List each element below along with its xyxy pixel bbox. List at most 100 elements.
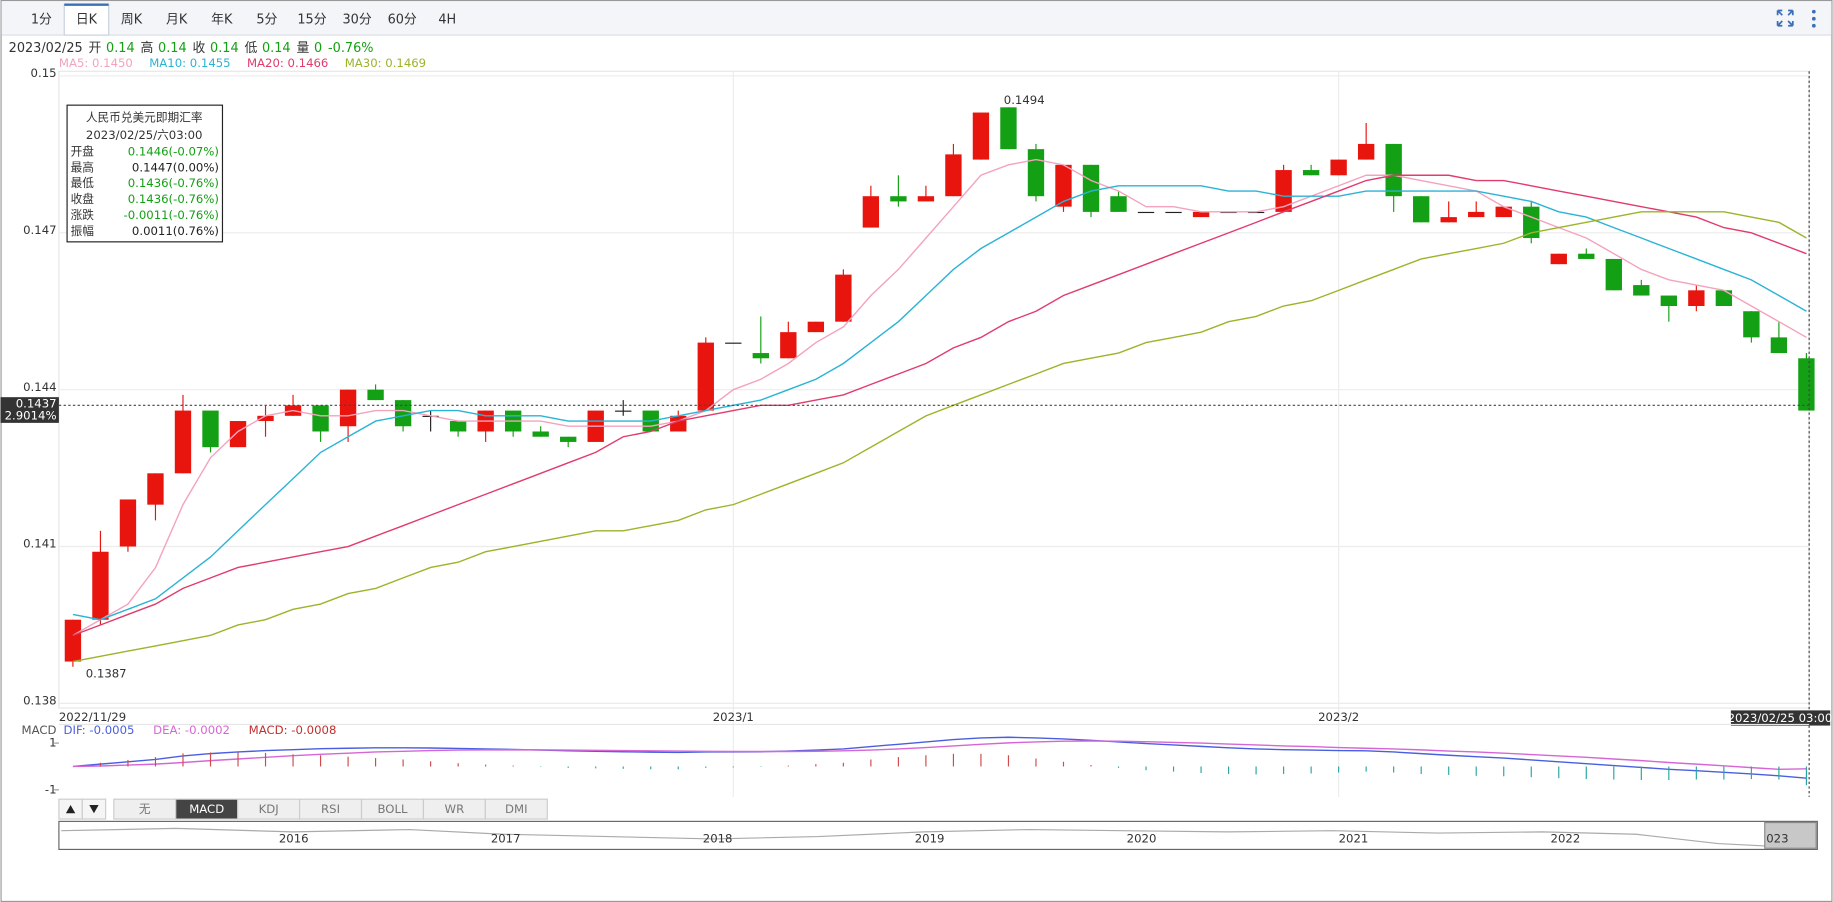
toolbar-bg [1,1,1832,36]
y-tick-label: 0.15 [31,66,57,80]
indicator-label[interactable]: 无 [139,802,151,816]
period-label[interactable]: 5分 [256,12,277,27]
candle-body [532,431,549,437]
indicator-label[interactable]: BOLL [377,802,407,816]
candle-body [1413,196,1430,223]
period-label[interactable]: 4H [438,12,456,27]
indicator-label[interactable]: WR [445,802,465,816]
candle-body [1027,149,1045,197]
menu-dot[interactable] [1811,16,1816,21]
info-title: 人民币兑美元即期汇率 [86,111,203,125]
candle-body [64,619,82,662]
macd-line [72,736,1807,779]
legend-entry: MA30: 0.1469 [345,56,426,70]
candle-body [1192,211,1210,218]
period-label[interactable]: 1分 [31,12,52,27]
high-label: 0.1494 [1004,93,1045,107]
candle-body [725,342,742,344]
macd-chart: 1 -1 MACD DIF: -0.0005 DEA: -0.0002 MACD: -0.… [22,723,1810,796]
navigator-line [61,827,1765,847]
y-tick-label: 0.147 [23,223,56,237]
period-label[interactable]: 30分 [342,12,371,27]
x-tick-label: 2023/1 [713,710,754,724]
x-tick-label: 2023/2 [1318,710,1359,724]
quote-value: 0 [314,40,322,55]
candle-body [1110,196,1127,212]
info-value: 0.1436(-0.76%) [128,176,219,190]
indicator-tab[interactable] [484,798,548,820]
candle-body [1743,311,1760,338]
legend-entry: MA20: 0.1466 [247,56,328,70]
info-box: 人民币兑美元即期汇率 2023/02/25/六03:00 开盘 0.1446(-0.0… [66,104,224,243]
candle-body [449,421,467,432]
period-tabs: 1分 日K 周K 月K 年K 5分 15分 30分 60分 4H [31,3,456,36]
period-label[interactable]: 日K [76,12,98,27]
navigator: 2016 2017 2018 2019 2020 2021 2022 023 [58,820,1818,851]
info-value: 0.0011(0.76%) [132,224,219,238]
info-label: 收盘 [71,192,95,206]
candle-body [972,112,990,160]
navigator-window[interactable] [1764,821,1817,849]
candle-body [257,415,274,422]
toolbar-icons[interactable] [1776,9,1816,28]
navigator-label: 2018 [703,831,733,845]
navigator-label: 2017 [491,831,521,845]
main-chart: 0.138 0.141 0.144 0.147 0.15 2022/11/29 2023/1… [0,66,1832,797]
indicator-label[interactable]: KDJ [259,802,279,816]
indicator-label[interactable]: RSI [321,802,340,816]
macd-legend: MACD DIF: -0.0005 DEA: -0.0002 MACD: -0.000… [22,723,337,737]
quote-value: 0.14 [158,40,187,55]
crosshair-value: 0.1437 [16,397,57,411]
candle-body [1660,295,1678,307]
navigator-label: 2016 [279,831,309,845]
candle-body [890,196,907,202]
candle-body [1770,337,1788,354]
crosshair-label-bg [0,397,59,423]
info-label: 振幅 [71,224,95,238]
indicator-label[interactable]: MACD [189,802,224,816]
candle-body [394,400,412,427]
legend-entry: DEA: -0.0002 [153,723,230,737]
quote-label: 收 [192,40,205,55]
navigator-label: 2022 [1551,831,1581,845]
period-label[interactable]: 15分 [297,12,326,27]
period-label[interactable]: 周K [121,12,143,27]
info-value: 0.1447(0.00%) [132,160,219,174]
indicator-label[interactable]: DMI [505,802,528,816]
info-label: 涨跌 [71,208,95,222]
candle-body [1385,143,1402,197]
candle-body [1137,211,1155,214]
period-label[interactable]: 60分 [388,12,417,27]
info-frame [66,104,224,243]
ma-line [72,211,1807,663]
candle-body [174,410,192,474]
macd-title: MACD [22,723,57,737]
period-label[interactable]: 月K [166,12,188,27]
menu-dot[interactable] [1811,9,1816,14]
quote-label: 低 [244,40,257,55]
candle-body [1633,285,1650,296]
candle-body [1302,170,1320,176]
candle-body [367,389,384,401]
quote-change: -0.76% [328,40,373,55]
y-tick-label: -1 [45,782,57,796]
legend-entry: MA5: 0.1450 [59,56,133,70]
ma-line [72,158,1807,636]
candle-body [780,332,797,359]
quote-label: 量 [296,40,309,55]
y-tick-label: 1 [49,736,56,750]
navigator-frame[interactable] [58,820,1818,851]
candle-body [1000,107,1017,150]
period-label[interactable]: 年K [211,12,233,27]
fullscreen-icon[interactable] [1776,9,1794,27]
candle-body [615,410,632,412]
quote-value: 0.14 [262,40,291,55]
quote-label: 高 [141,39,154,55]
y-tick-label: 0.138 [23,694,56,708]
candle-body [1495,206,1512,218]
quote-label: 开 [89,40,102,55]
menu-dot[interactable] [1811,23,1816,28]
candle-body [917,196,935,202]
